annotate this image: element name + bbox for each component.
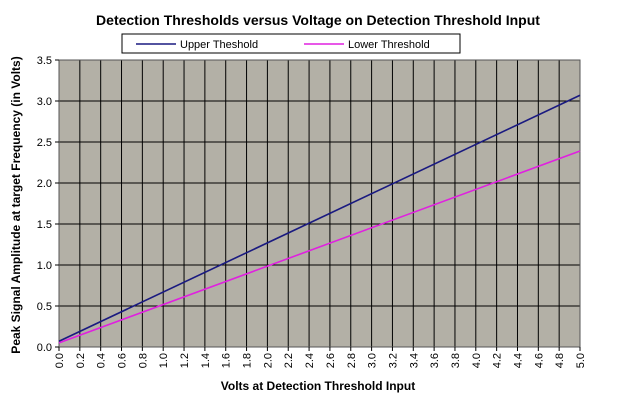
x-tick-label: 1.2 <box>179 353 191 368</box>
series-lines <box>58 94 581 344</box>
x-tick-label: 3.4 <box>408 353 420 368</box>
x-tick-label: 2.4 <box>304 353 316 368</box>
y-tick-label: 1.5 <box>37 219 52 231</box>
legend-label-lower: Lower Threshold <box>348 39 430 51</box>
y-axis-title: Peak Signal Amplitude at target Frequenc… <box>9 56 23 353</box>
x-tick-label: 4.2 <box>492 353 504 368</box>
x-tick-label: 3.8 <box>450 353 462 368</box>
x-tick-label: 0.2 <box>75 353 87 368</box>
x-tick-label: 1.8 <box>242 353 254 368</box>
x-axis-ticks: 0.0 0.2 0.4 0.6 0.8 1.0 1.2 1.4 1.6 1.8 2.0 2.2 2.4 2… <box>54 347 587 368</box>
x-tick-label: 4.0 <box>471 353 483 368</box>
x-tick-label: 2.0 <box>262 353 274 368</box>
x-axis-title: Volts at Detection Threshold Input <box>221 379 415 393</box>
y-tick-label: 2.5 <box>37 137 52 149</box>
x-tick-label: 0.0 <box>54 353 66 368</box>
x-tick-label: 1.6 <box>221 353 233 368</box>
y-tick-label: 0.0 <box>37 342 52 354</box>
x-tick-label: 0.6 <box>117 353 129 368</box>
x-tick-label: 0.8 <box>137 353 149 368</box>
x-tick-label: 3.2 <box>387 353 399 368</box>
chart-title: Detection Thresholds versus Voltage on D… <box>96 12 540 28</box>
plot-frame <box>58 59 581 348</box>
x-tick-label: 4.8 <box>554 353 566 368</box>
legend-box <box>121 33 461 54</box>
x-tick-label: 0.4 <box>96 353 108 368</box>
y-tick-label: 3.5 <box>37 55 52 67</box>
x-tick-label: 3.0 <box>367 353 379 368</box>
x-tick-label: 4.4 <box>512 353 524 368</box>
legend-label-upper: Upper Theshold <box>180 39 258 51</box>
x-tick-label: 2.6 <box>325 353 337 368</box>
y-tick-label: 0.5 <box>37 301 52 313</box>
series-line-upper <box>58 94 581 342</box>
x-tick-label: 5.0 <box>575 353 587 368</box>
y-axis-ticks: 0.0 0.5 1.0 1.5 2.0 2.5 3.0 3.5 <box>37 55 59 354</box>
x-tick-label: 4.6 <box>533 353 545 368</box>
y-tick-label: 1.0 <box>37 260 52 272</box>
y-tick-label: 3.0 <box>37 96 52 108</box>
series-line-lower <box>58 150 581 344</box>
legend: Upper Theshold Lower Threshold <box>121 33 461 54</box>
x-tick-label: 1.0 <box>158 353 170 368</box>
x-tick-label: 3.6 <box>429 353 441 368</box>
plot-area <box>59 60 580 347</box>
x-tick-label: 2.8 <box>346 353 358 368</box>
x-tick-label: 2.2 <box>283 353 295 368</box>
y-tick-label: 2.0 <box>37 178 52 190</box>
x-tick-label: 1.4 <box>200 353 212 368</box>
